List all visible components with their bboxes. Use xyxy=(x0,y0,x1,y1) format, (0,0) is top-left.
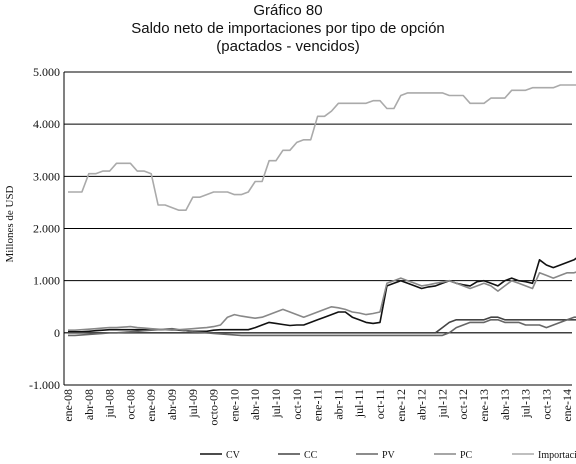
legend-label-pv: PV xyxy=(382,450,396,461)
x-tick-label: abr-08 xyxy=(82,389,96,420)
y-tick-label: 0 xyxy=(54,326,60,340)
x-tick-label: oct-10 xyxy=(290,389,304,420)
y-tick-label: 2.000 xyxy=(33,222,60,236)
legend-label-cc: CC xyxy=(304,450,318,461)
series-line-pv xyxy=(68,316,576,337)
x-tick-label: abr-10 xyxy=(248,389,262,420)
series-line-importaciones xyxy=(68,84,576,211)
y-tick-label: 3.000 xyxy=(33,169,60,183)
x-tick-label: jul-13 xyxy=(519,389,533,419)
y-tick-label: -1.000 xyxy=(29,378,60,392)
x-tick-label: oct-13 xyxy=(539,389,553,420)
x-tick-label: abr-13 xyxy=(498,389,512,420)
x-tick-label: ene-08 xyxy=(61,389,75,422)
x-tick-label: jul-11 xyxy=(352,389,366,418)
x-tick-label: oct-11 xyxy=(373,389,387,419)
x-tick-label: abr-12 xyxy=(415,389,429,420)
legend-label-pc: PC xyxy=(460,450,473,461)
x-tick-label: ene-14 xyxy=(560,389,574,422)
x-tick-label: abr-09 xyxy=(165,389,179,420)
y-tick-label: 4.000 xyxy=(33,117,60,131)
legend-label-cv: CV xyxy=(226,450,241,461)
chart-subtitle-1: Saldo neto de importaciones por tipo de … xyxy=(131,20,445,37)
x-tick-label: abr-11 xyxy=(331,389,345,420)
series-line-pc xyxy=(68,271,576,332)
x-tick-label: ene-11 xyxy=(311,389,325,421)
chart-title: Gráfico 80 xyxy=(253,2,323,19)
x-tick-label: jul-09 xyxy=(186,389,200,419)
x-tick-label: jul-10 xyxy=(269,389,283,419)
chart-title-block: Gráfico 80 Saldo neto de importaciones p… xyxy=(0,2,576,56)
y-tick-label: 5.000 xyxy=(33,65,60,79)
x-tick-label: jul-12 xyxy=(435,389,449,419)
x-tick-label: octo-09 xyxy=(207,389,221,426)
x-tick-label: ene-10 xyxy=(227,389,241,422)
legend-label-importaciones: Importaciones xyxy=(538,450,576,461)
x-tick-label: ene-12 xyxy=(394,389,408,422)
x-tick-label: jul-08 xyxy=(103,389,117,419)
y-tick-label: 1.000 xyxy=(33,274,60,288)
x-tick-label: ene-09 xyxy=(144,389,158,422)
x-tick-label: oct-08 xyxy=(123,389,137,420)
x-tick-label: ene-13 xyxy=(477,389,491,422)
chart-subtitle-2: (pactados - vencidos) xyxy=(216,38,360,55)
x-tick-label: oct-12 xyxy=(456,389,470,420)
series-line-cc xyxy=(68,316,576,334)
